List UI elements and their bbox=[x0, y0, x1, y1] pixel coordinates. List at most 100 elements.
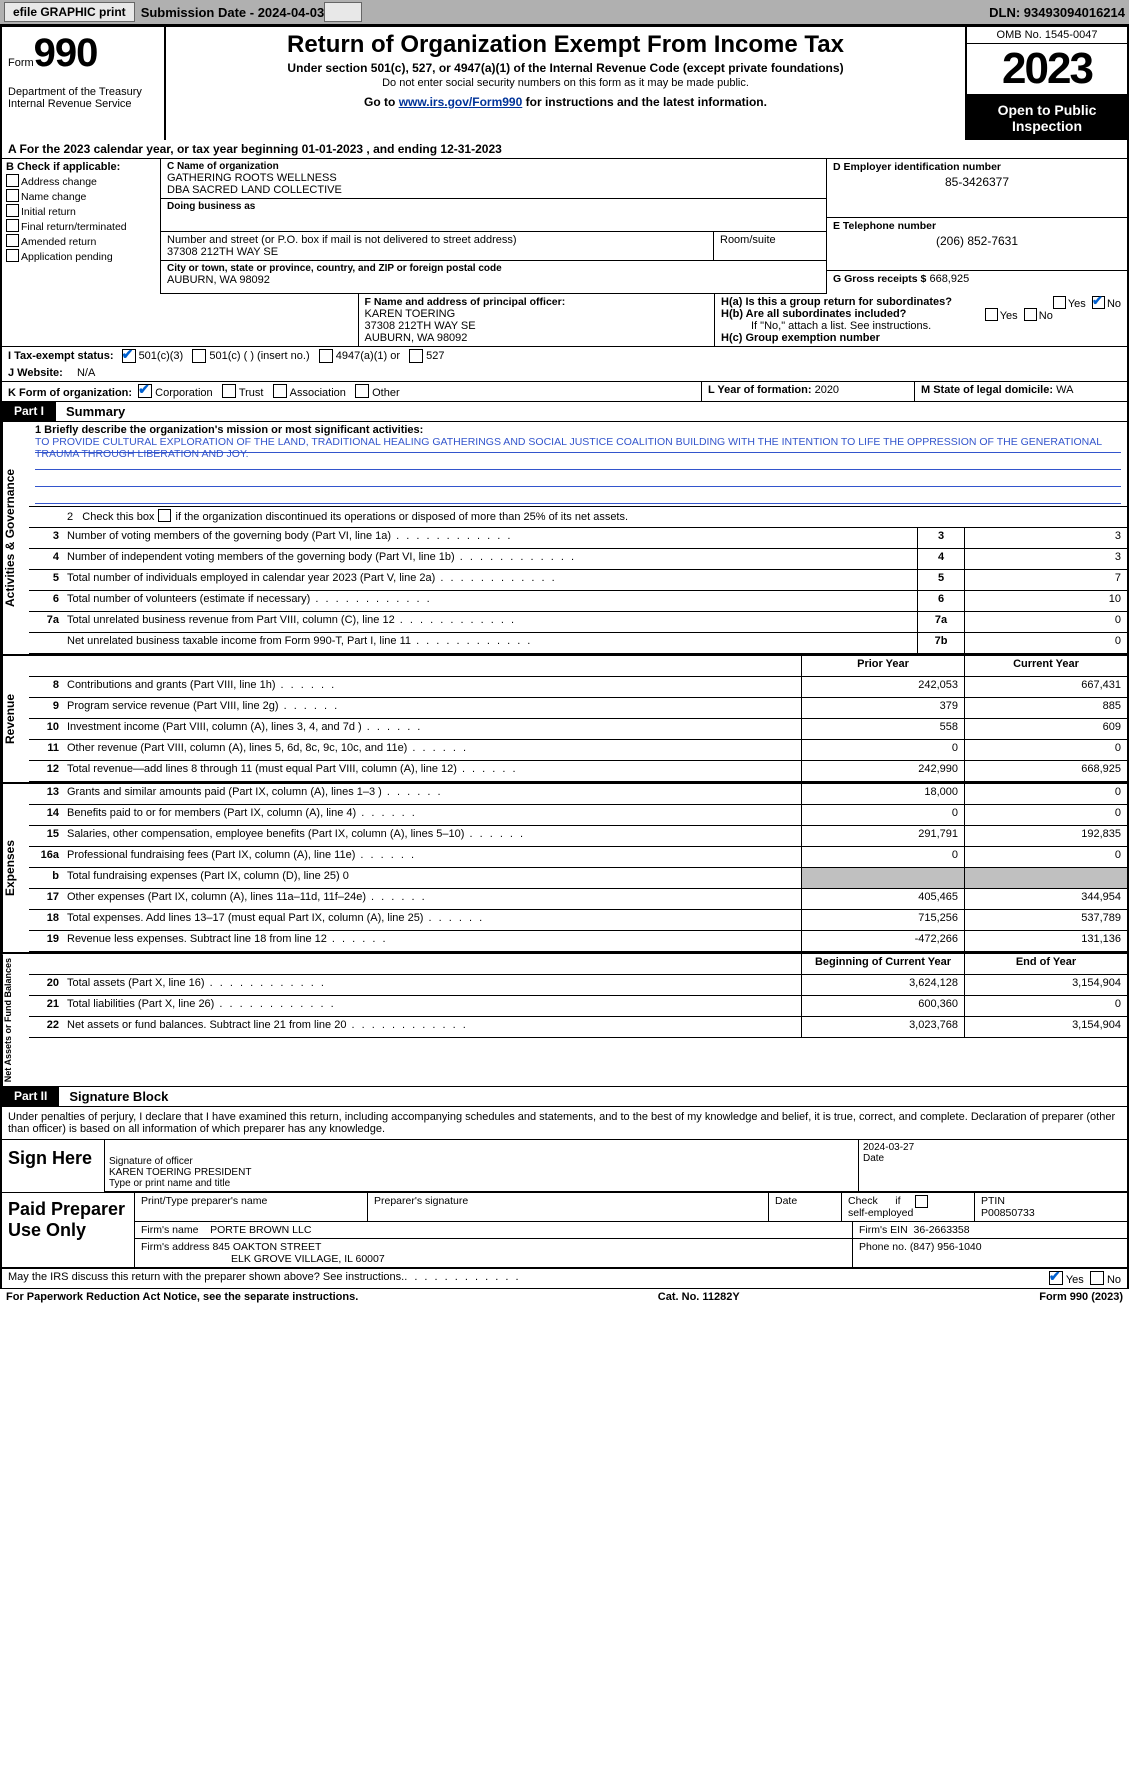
net-row: 21Total liabilities (Part X, line 26)600… bbox=[29, 996, 1127, 1017]
form-header: Form990 Department of the Treasury Inter… bbox=[0, 25, 1129, 140]
governance-row: 7aTotal unrelated business revenue from … bbox=[29, 612, 1127, 633]
line-2: 2 Check this box if the organization dis… bbox=[29, 507, 1127, 528]
check-501c3[interactable] bbox=[122, 349, 136, 363]
box-i: I Tax-exempt status: 501(c)(3) 501(c) ( … bbox=[0, 347, 1129, 365]
part2-header: Part II Signature Block bbox=[0, 1087, 1129, 1107]
revenue-row: 9Program service revenue (Part VIII, lin… bbox=[29, 698, 1127, 719]
net-row: 20Total assets (Part X, line 16)3,624,12… bbox=[29, 975, 1127, 996]
governance-row: 3Number of voting members of the governi… bbox=[29, 528, 1127, 549]
form-title: Return of Organization Exempt From Incom… bbox=[174, 31, 957, 59]
firm-phone: (847) 956-1040 bbox=[910, 1241, 982, 1253]
org-street: 37308 212TH WAY SE bbox=[167, 246, 707, 258]
check-discontinued[interactable] bbox=[158, 509, 171, 522]
side-label-expenses: Expenses bbox=[2, 784, 29, 952]
org-city: AUBURN, WA 98092 bbox=[167, 274, 820, 286]
officer-name: KAREN TOERING PRESIDENT bbox=[109, 1167, 854, 1178]
box-h: H(a) Is this a group return for subordin… bbox=[714, 294, 1127, 347]
form-number: 990 bbox=[34, 31, 98, 75]
expense-row: 15Salaries, other compensation, employee… bbox=[29, 826, 1127, 847]
revenue-row: 8Contributions and grants (Part VIII, li… bbox=[29, 677, 1127, 698]
ptin: P00850733 bbox=[981, 1207, 1121, 1219]
revenue-header-row: Prior Year Current Year bbox=[29, 656, 1127, 677]
paid-preparer-block: Paid Preparer Use Only Print/Type prepar… bbox=[0, 1193, 1129, 1269]
check-self-employed[interactable] bbox=[915, 1195, 928, 1208]
side-label-revenue: Revenue bbox=[2, 656, 29, 782]
check-final-return[interactable]: Final return/terminated bbox=[6, 219, 156, 233]
gross-receipts: 668,925 bbox=[929, 273, 969, 285]
mission-block: 1 Briefly describe the organization's mi… bbox=[29, 422, 1127, 507]
dln-label: DLN: 93493094016214 bbox=[989, 5, 1125, 20]
sign-here-block: Sign Here Signature of officer KAREN TOE… bbox=[0, 1140, 1129, 1193]
firm-ein: 36-2663358 bbox=[914, 1224, 970, 1236]
part1-header: Part I Summary bbox=[0, 402, 1129, 422]
expense-row: 17Other expenses (Part IX, column (A), l… bbox=[29, 889, 1127, 910]
governance-row: 5Total number of individuals employed in… bbox=[29, 570, 1127, 591]
net-header-row: Beginning of Current Year End of Year bbox=[29, 954, 1127, 975]
governance-row: 4Number of independent voting members of… bbox=[29, 549, 1127, 570]
check-application-pending[interactable]: Application pending bbox=[6, 249, 156, 263]
tax-year-row: A For the 2023 calendar year, or tax yea… bbox=[0, 140, 1129, 159]
expense-row: 18Total expenses. Add lines 13–17 (must … bbox=[29, 910, 1127, 931]
expense-row: 19Revenue less expenses. Subtract line 1… bbox=[29, 931, 1127, 952]
discuss-yes[interactable] bbox=[1049, 1271, 1063, 1285]
ssn-note: Do not enter social security numbers on … bbox=[174, 77, 957, 89]
public-inspection-badge: Open to Public Inspection bbox=[967, 96, 1127, 140]
check-amended-return[interactable]: Amended return bbox=[6, 234, 156, 248]
expense-row: 14Benefits paid to or for members (Part … bbox=[29, 805, 1127, 826]
sign-date: 2024-03-27 bbox=[863, 1142, 1123, 1153]
row-k-l-m: K Form of organization: Corporation Trus… bbox=[0, 382, 1129, 402]
phone: (206) 852-7631 bbox=[833, 234, 1121, 248]
footer-row: For Paperwork Reduction Act Notice, see … bbox=[0, 1289, 1129, 1305]
dropdown-button[interactable] bbox=[324, 2, 362, 22]
box-d-e-g: D Employer identification number 85-3426… bbox=[826, 159, 1127, 294]
governance-section: Activities & Governance 1 Briefly descri… bbox=[0, 422, 1129, 656]
check-initial-return[interactable]: Initial return bbox=[6, 204, 156, 218]
discuss-no[interactable] bbox=[1090, 1271, 1104, 1285]
perjury-statement: Under penalties of perjury, I declare th… bbox=[0, 1107, 1129, 1140]
check-other[interactable] bbox=[355, 384, 369, 398]
expenses-section: Expenses 13Grants and similar amounts pa… bbox=[0, 784, 1129, 954]
check-501c[interactable] bbox=[192, 349, 206, 363]
revenue-row: 11Other revenue (Part VIII, column (A), … bbox=[29, 740, 1127, 761]
expense-row: 13Grants and similar amounts paid (Part … bbox=[29, 784, 1127, 805]
row-f-h: F Name and address of principal officer:… bbox=[0, 294, 1129, 347]
box-j: J Website: N/A bbox=[0, 365, 1129, 382]
check-527[interactable] bbox=[409, 349, 423, 363]
net-row: 22Net assets or fund balances. Subtract … bbox=[29, 1017, 1127, 1038]
revenue-row: 12Total revenue—add lines 8 through 11 (… bbox=[29, 761, 1127, 782]
expense-row: bTotal fundraising expenses (Part IX, co… bbox=[29, 868, 1127, 889]
tax-year: 2023 bbox=[967, 44, 1127, 96]
firm-name: PORTE BROWN LLC bbox=[210, 1224, 311, 1236]
form-prefix: Form bbox=[8, 57, 34, 69]
check-trust[interactable] bbox=[222, 384, 236, 398]
firm-address-1: 845 OAKTON STREET bbox=[212, 1241, 321, 1253]
revenue-section: Revenue Prior Year Current Year 8Contrib… bbox=[0, 656, 1129, 784]
top-bar: efile GRAPHIC print Submission Date - 20… bbox=[0, 0, 1129, 25]
expense-row: 16aProfessional fundraising fees (Part I… bbox=[29, 847, 1127, 868]
form-subtitle: Under section 501(c), 527, or 4947(a)(1)… bbox=[174, 61, 957, 75]
discuss-row: May the IRS discuss this return with the… bbox=[0, 1269, 1129, 1289]
side-label-governance: Activities & Governance bbox=[2, 422, 29, 654]
goto-instructions: Go to www.irs.gov/Form990 for instructio… bbox=[174, 95, 957, 109]
irs-link[interactable]: www.irs.gov/Form990 bbox=[399, 95, 523, 109]
check-address-change[interactable]: Address change bbox=[6, 174, 156, 188]
governance-row: Net unrelated business taxable income fr… bbox=[29, 633, 1127, 654]
omb-number: OMB No. 1545-0047 bbox=[967, 27, 1127, 44]
box-c: C Name of organization GATHERING ROOTS W… bbox=[161, 159, 826, 294]
check-name-change[interactable]: Name change bbox=[6, 189, 156, 203]
submission-date: Submission Date - 2024-04-03 bbox=[141, 5, 325, 20]
check-4947[interactable] bbox=[319, 349, 333, 363]
side-label-net: Net Assets or Fund Balances bbox=[2, 954, 29, 1086]
box-b: B Check if applicable: Address change Na… bbox=[2, 159, 161, 294]
revenue-row: 10Investment income (Part VIII, column (… bbox=[29, 719, 1127, 740]
info-grid: B Check if applicable: Address change Na… bbox=[0, 159, 1129, 294]
firm-address-2: ELK GROVE VILLAGE, IL 60007 bbox=[231, 1253, 385, 1265]
net-assets-section: Net Assets or Fund Balances Beginning of… bbox=[0, 954, 1129, 1087]
department-label: Department of the Treasury Internal Reve… bbox=[8, 86, 158, 110]
check-association[interactable] bbox=[273, 384, 287, 398]
check-corporation[interactable] bbox=[138, 384, 152, 398]
governance-row: 6Total number of volunteers (estimate if… bbox=[29, 591, 1127, 612]
ein: 85-3426377 bbox=[833, 175, 1121, 189]
efile-print-button[interactable]: efile GRAPHIC print bbox=[4, 2, 135, 22]
box-f: F Name and address of principal officer:… bbox=[359, 294, 715, 347]
